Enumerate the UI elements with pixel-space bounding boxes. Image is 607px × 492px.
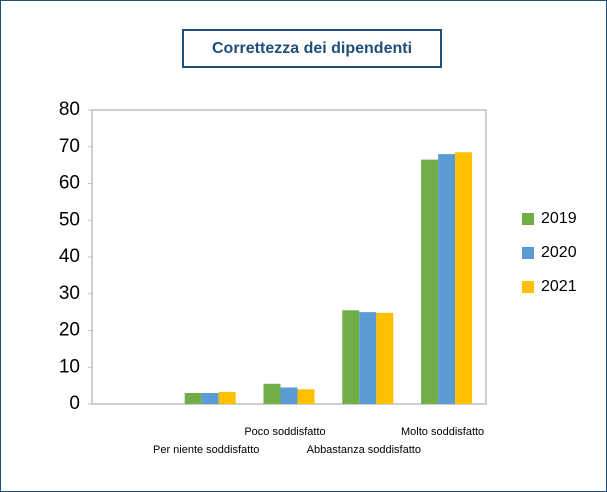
y-tick-label: 30	[59, 283, 80, 304]
y-tick-label: 20	[59, 320, 80, 341]
bar	[280, 387, 298, 404]
bar	[201, 392, 219, 404]
bar	[297, 389, 315, 404]
y-tick-label: 0	[69, 393, 80, 414]
x-tick-label: Per niente soddisfatto	[153, 444, 259, 456]
y-tick-label: 10	[59, 356, 80, 377]
bar	[438, 154, 456, 404]
legend-label: 2019	[541, 210, 577, 227]
legend-swatch	[522, 213, 534, 225]
bar	[376, 312, 394, 404]
x-tick-label: Molto soddisfatto	[401, 426, 484, 438]
y-tick-label: 50	[59, 209, 80, 230]
bar	[184, 392, 202, 404]
y-tick-label: 60	[59, 173, 80, 194]
y-tick-label: 70	[59, 136, 80, 157]
bar	[421, 159, 439, 404]
title-box	[182, 29, 442, 68]
y-tick-label: 80	[59, 99, 80, 120]
bar	[218, 391, 236, 404]
bar	[359, 312, 377, 404]
bar	[455, 152, 473, 404]
legend-swatch	[522, 247, 534, 259]
y-tick-label: 40	[59, 246, 80, 267]
bar	[342, 310, 360, 404]
legend-label: 2021	[541, 278, 577, 295]
legend-swatch	[522, 281, 534, 293]
legend-label: 2020	[541, 244, 577, 261]
chart-title: Correttezza dei dipendenti	[212, 40, 412, 57]
x-tick-label: Abbastanza soddisfatto	[307, 444, 421, 456]
x-tick-label: Poco soddisfatto	[244, 426, 325, 438]
bar	[263, 383, 281, 404]
